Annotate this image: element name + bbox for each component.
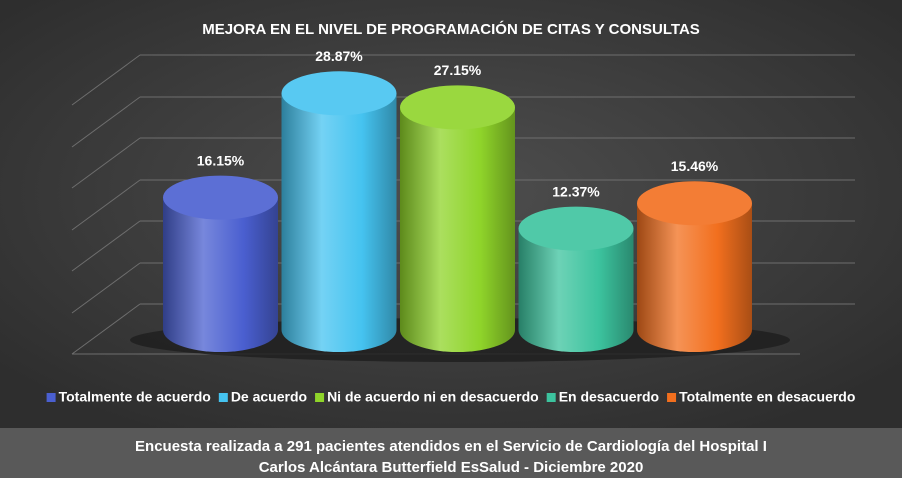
- legend-label: Totalmente en desacuerdo: [679, 389, 855, 405]
- bar-top: [637, 181, 752, 226]
- legend-item: Ni de acuerdo ni en desacuerdo: [315, 389, 539, 405]
- legend: Totalmente de acuerdo De acuerdo Ni de acu…: [46, 389, 855, 405]
- caption: Carlos Alcántara Butterfield EsSalud - D…: [259, 459, 644, 476]
- bar-top: [163, 175, 278, 220]
- bar: [281, 93, 397, 331]
- legend-swatch: [46, 393, 56, 402]
- data-label: 12.37%: [552, 183, 600, 199]
- legend-item: De acuerdo: [218, 389, 307, 405]
- chart-title: MEJORA EN EL NIVEL DE PROGRAMACIÓN DE CI…: [202, 20, 700, 38]
- legend-item: Totalmente en desacuerdo: [667, 389, 855, 405]
- bar: [163, 197, 278, 330]
- legend-label: Ni de acuerdo ni en desacuerdo: [327, 389, 539, 405]
- caption: Encuesta realizada a 291 pacientes atend…: [135, 438, 767, 455]
- legend-label: Totalmente de acuerdo: [59, 389, 211, 405]
- legend-swatch: [315, 393, 325, 402]
- data-label: 27.15%: [434, 62, 482, 78]
- bar-top: [281, 71, 397, 116]
- legend-label: De acuerdo: [231, 389, 307, 405]
- caption-band: [0, 428, 902, 478]
- legend-item: En desacuerdo: [546, 389, 659, 405]
- data-label: 15.46%: [671, 158, 719, 174]
- bar: [400, 107, 515, 331]
- bar-top: [400, 85, 515, 130]
- legend-label: En desacuerdo: [559, 389, 659, 405]
- bar-top: [518, 206, 634, 251]
- data-label: 28.87%: [315, 48, 363, 64]
- legend-swatch: [667, 393, 677, 402]
- legend-swatch: [546, 393, 556, 402]
- data-label: 16.15%: [197, 152, 245, 168]
- legend-item: Totalmente de acuerdo: [46, 389, 211, 405]
- legend-swatch: [218, 393, 228, 402]
